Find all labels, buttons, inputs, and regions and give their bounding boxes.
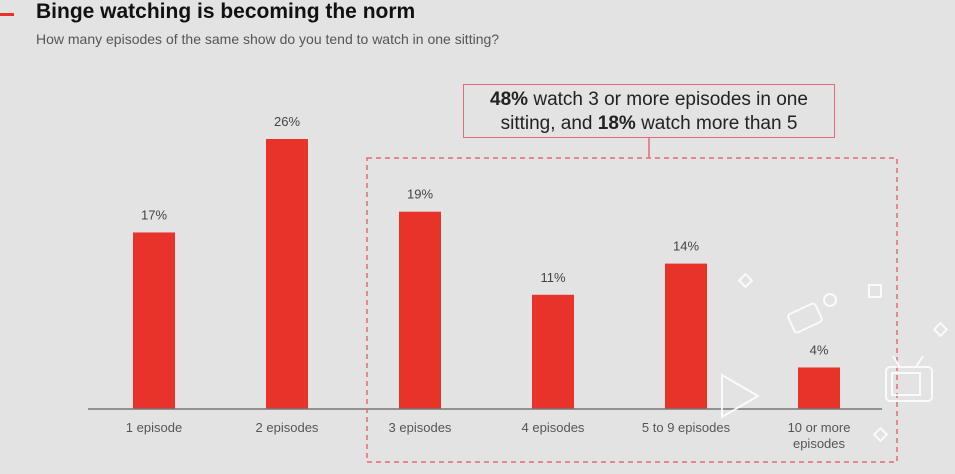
accent-dash xyxy=(0,13,14,16)
play-icon xyxy=(721,373,760,419)
callout-line-1: 48% watch 3 or more episodes in one xyxy=(464,88,834,112)
decorative-icons xyxy=(721,272,949,443)
category-label-5-to-9-episodes: 5 to 9 episodes xyxy=(642,420,731,435)
bar-1-episode xyxy=(133,232,175,409)
camera-icon xyxy=(787,293,837,334)
callout-box: 48% watch 3 or more episodes in one sitt… xyxy=(463,84,835,138)
category-label-4-episodes: 4 episodes xyxy=(522,420,585,435)
callout-text-2a: sitting, and xyxy=(500,113,598,134)
callout-stat-48: 48% xyxy=(490,89,529,110)
category-label-10-or-more-episodes-line-2: episodes xyxy=(793,436,846,451)
value-label-10-or-more-episodes: 4% xyxy=(810,342,829,357)
value-label-2-episodes: 26% xyxy=(274,114,300,129)
bar-5-to-9-episodes xyxy=(665,263,707,409)
category-label-2-episodes: 2 episodes xyxy=(256,420,319,435)
callout-line-2: sitting, and 18% watch more than 5 xyxy=(464,112,834,136)
callout-text-1: watch 3 or more episodes in one xyxy=(528,89,808,110)
value-label-5-to-9-episodes: 14% xyxy=(673,239,699,254)
bar-2-episodes xyxy=(266,139,308,409)
chart-title: Binge watching is becoming the norm xyxy=(36,0,416,23)
bar-4-episodes xyxy=(532,294,574,409)
diamond-icon xyxy=(932,321,949,338)
bar-3-episodes xyxy=(399,211,441,409)
highlight-box xyxy=(366,157,898,463)
value-label-4-episodes: 11% xyxy=(540,270,565,285)
callout-stat-18: 18% xyxy=(597,113,636,134)
chart-subtitle: How many episodes of the same show do yo… xyxy=(36,31,500,47)
category-label-3-episodes: 3 episodes xyxy=(389,420,452,435)
diamond-icon xyxy=(872,426,889,443)
callout-text-2b: watch more than 5 xyxy=(635,113,798,134)
diamond-icon xyxy=(737,272,754,289)
value-label-3-episodes: 19% xyxy=(407,187,433,202)
square-icon xyxy=(868,284,882,298)
tv-icon xyxy=(885,355,933,402)
category-label-1-episode: 1 episode xyxy=(126,420,182,435)
value-label-1-episode: 17% xyxy=(141,207,167,222)
bar-10-or-more-episodes xyxy=(798,367,840,409)
category-label-10-or-more-episodes-line-1: 10 or more xyxy=(788,420,851,435)
